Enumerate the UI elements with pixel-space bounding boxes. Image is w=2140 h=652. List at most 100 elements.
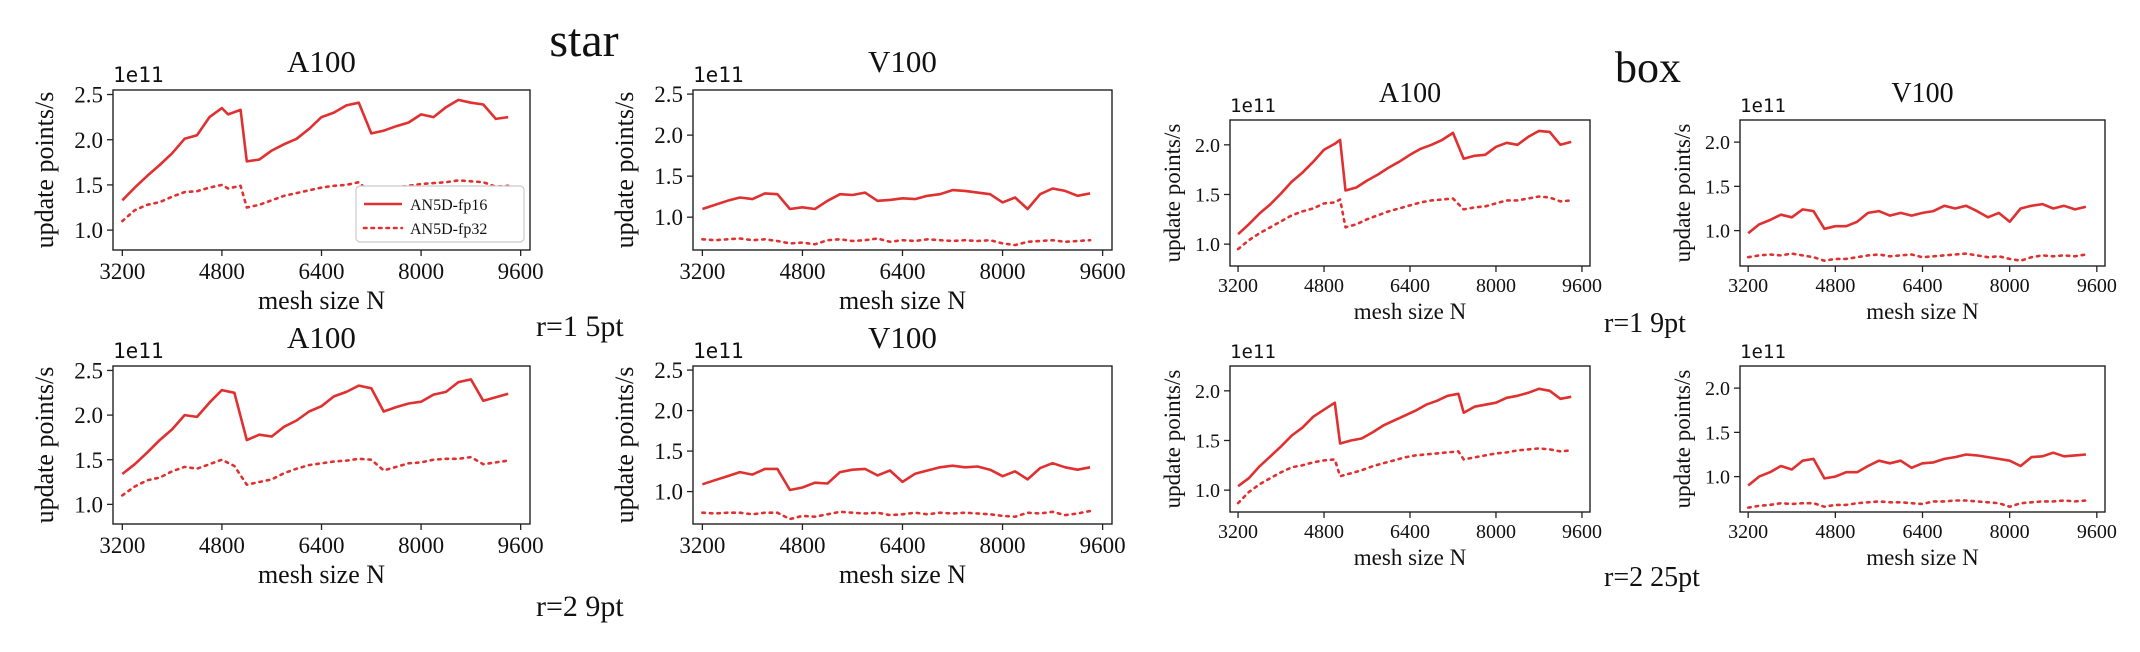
offset-text: 1e11 (1740, 95, 1786, 117)
y-tick-label: 1.0 (654, 205, 683, 230)
y-tick-label: 2.5 (654, 82, 683, 107)
x-tick-label: 8000 (1990, 521, 2030, 543)
series-line-fp32 (1746, 499, 2088, 509)
y-tick-label: 2.5 (74, 83, 103, 108)
legend-box (355, 185, 525, 243)
chart-panel: 1.0 1.5 2.0 2.5 3200 4800 6400 8000 9600 1e11 V100… (610, 320, 1126, 589)
x-tick-label: 3200 (1728, 521, 1768, 543)
plot-frame (1739, 365, 2106, 513)
x-tick-label: 6400 (299, 533, 345, 558)
plot-frame (692, 365, 1113, 525)
series-line-fp16 (1747, 451, 2087, 487)
group-label-star: star (549, 14, 618, 67)
x-tick-label: 4800 (779, 533, 825, 558)
series-line-fp16 (1237, 129, 1572, 236)
offset-text: 1e11 (1230, 95, 1276, 117)
x-axis-label: mesh size N (1354, 299, 1467, 324)
x-tick-label: 9600 (1080, 533, 1126, 558)
chart-title: A100 (287, 320, 356, 355)
row-label-star-r1: r=1 5pt (536, 310, 624, 343)
x-tick-label: 6400 (299, 259, 345, 284)
y-tick-label: 1.0 (1195, 480, 1220, 502)
x-tick-label: 6400 (1903, 275, 1943, 297)
y-tick-label: 1.5 (1705, 422, 1730, 444)
x-tick-label: 4800 (1304, 521, 1344, 543)
row-label-star-r2: r=2 9pt (536, 590, 624, 623)
x-axis-label: mesh size N (1354, 545, 1467, 570)
x-axis-label: mesh size N (1866, 545, 1979, 570)
y-tick-label: 2.0 (74, 128, 103, 153)
x-tick-label: 6400 (880, 259, 926, 284)
plot-frame (1229, 365, 1591, 513)
series-line-fp32 (701, 237, 1092, 247)
x-tick-label: 9600 (1562, 275, 1602, 297)
plot-frame (1739, 119, 2106, 267)
y-tick-label: 1.5 (74, 173, 103, 198)
x-tick-label: 3200 (1218, 521, 1258, 543)
chart-panel: 1.0 1.5 2.0 3200 4800 6400 8000 9600 1e11 V100 mes… (1670, 78, 2117, 324)
x-tick-label: 3200 (679, 533, 725, 558)
x-tick-label: 3200 (679, 259, 725, 284)
chart-title: V100 (868, 320, 937, 355)
x-axis-label: mesh size N (258, 286, 385, 315)
y-tick-label: 1.5 (74, 448, 103, 473)
y-tick-label: 1.5 (1195, 430, 1220, 452)
offset-text: 1e11 (113, 339, 164, 363)
series-line-fp16 (1237, 387, 1572, 488)
y-tick-label: 2.0 (1705, 132, 1730, 154)
y-axis-label: update points/s (30, 367, 59, 524)
x-tick-label: 9600 (498, 259, 544, 284)
chart-title: V100 (1891, 78, 1953, 109)
y-tick-label: 1.5 (654, 164, 683, 189)
x-tick-label: 4800 (199, 259, 245, 284)
chart-title: A100 (1379, 78, 1441, 109)
chart-panel: 1.0 1.5 2.0 2.5 3200 4800 6400 8000 9600 1e11 A100… (30, 44, 544, 315)
x-tick-label: 4800 (779, 259, 825, 284)
x-tick-label: 4800 (1815, 521, 1855, 543)
y-tick-label: 1.0 (654, 480, 683, 505)
group-label-box: box (1615, 43, 1681, 92)
series-line-fp16 (121, 378, 509, 476)
x-tick-label: 4800 (1815, 275, 1855, 297)
plot-frame (112, 365, 531, 525)
chart-title: A100 (287, 44, 356, 79)
offset-text: 1e11 (693, 339, 744, 363)
series-line-fp16 (1747, 202, 2087, 235)
series-line-fp16 (121, 98, 509, 202)
x-tick-label: 9600 (2077, 521, 2117, 543)
x-tick-label: 6400 (1390, 521, 1430, 543)
x-tick-label: 6400 (880, 533, 926, 558)
series-line-fp32 (1236, 195, 1573, 251)
y-tick-label: 1.5 (1195, 184, 1220, 206)
x-tick-label: 4800 (199, 533, 245, 558)
series-line-fp32 (121, 455, 510, 497)
y-tick-label: 2.5 (74, 359, 103, 384)
chart-panel: 1.0 1.5 2.0 2.5 3200 4800 6400 8000 9600 1e11 V100… (610, 44, 1126, 315)
row-label-box-r2: r=2 25pt (1604, 562, 1700, 593)
offset-text: 1e11 (113, 63, 164, 87)
offset-text: 1e11 (693, 63, 744, 87)
y-axis-label: update points/s (1670, 370, 1695, 509)
x-tick-label: 3200 (1728, 275, 1768, 297)
series-line-fp32 (121, 179, 510, 223)
y-tick-label: 1.0 (1705, 467, 1730, 489)
y-tick-label: 1.5 (654, 439, 683, 464)
x-tick-label: 3200 (1218, 275, 1258, 297)
y-tick-label: 1.0 (74, 218, 103, 243)
x-tick-label: 4800 (1304, 275, 1344, 297)
y-axis-label: update points/s (1160, 124, 1185, 263)
x-tick-label: 8000 (980, 259, 1026, 284)
offset-text: 1e11 (1740, 341, 1786, 363)
y-axis-label: update points/s (1670, 124, 1695, 263)
x-axis-label: mesh size N (258, 560, 385, 589)
chart-panel: 1.0 1.5 2.0 3200 4800 6400 8000 9600 1e11 A100 mes… (1160, 78, 1602, 324)
x-axis-label: mesh size N (1866, 299, 1979, 324)
y-tick-label: 2.0 (1705, 378, 1730, 400)
x-tick-label: 8000 (1476, 275, 1516, 297)
legend: AN5D-fp16 AN5D-fp32 (355, 185, 525, 243)
series-line-fp32 (701, 509, 1092, 521)
x-tick-label: 8000 (398, 533, 444, 558)
y-tick-label: 1.0 (74, 492, 103, 517)
x-tick-label: 8000 (1476, 521, 1516, 543)
